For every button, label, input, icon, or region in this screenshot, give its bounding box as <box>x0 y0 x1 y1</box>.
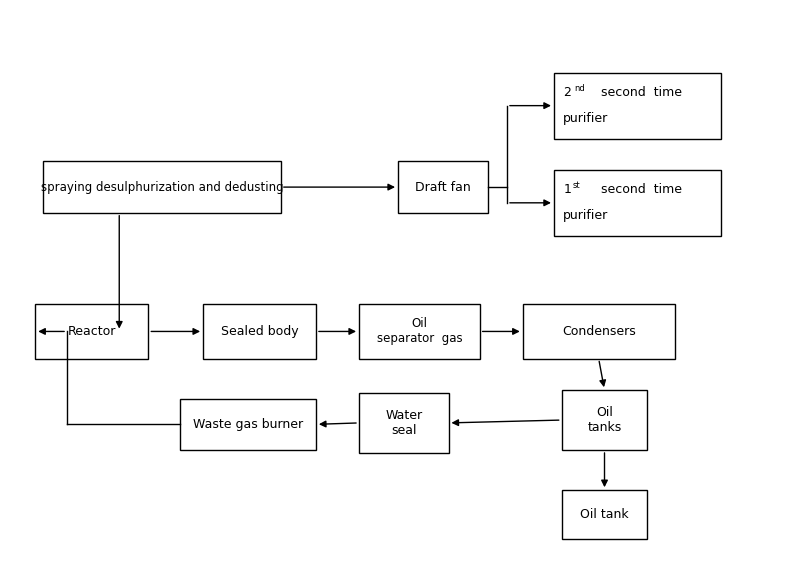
FancyBboxPatch shape <box>203 304 316 358</box>
FancyBboxPatch shape <box>522 304 675 358</box>
Text: spraying desulphurization and dedusting: spraying desulphurization and dedusting <box>41 180 284 194</box>
Text: Draft fan: Draft fan <box>414 180 470 194</box>
Text: Condensers: Condensers <box>562 325 636 338</box>
FancyBboxPatch shape <box>562 390 648 450</box>
Text: Reactor: Reactor <box>68 325 116 338</box>
Text: purifier: purifier <box>563 209 608 222</box>
Text: st: st <box>573 182 580 190</box>
Text: Water
seal: Water seal <box>385 409 422 437</box>
FancyBboxPatch shape <box>359 304 480 358</box>
Text: purifier: purifier <box>563 111 608 125</box>
Text: Waste gas burner: Waste gas burner <box>193 418 303 431</box>
FancyBboxPatch shape <box>398 161 488 213</box>
Text: second  time: second time <box>593 183 682 196</box>
Text: 1: 1 <box>563 183 571 196</box>
Text: nd: nd <box>574 84 585 93</box>
Text: Sealed body: Sealed body <box>221 325 299 338</box>
FancyBboxPatch shape <box>554 170 722 235</box>
FancyBboxPatch shape <box>359 393 448 453</box>
FancyBboxPatch shape <box>43 161 281 213</box>
Text: second  time: second time <box>593 86 682 99</box>
Text: Oil
tanks: Oil tanks <box>587 406 622 434</box>
FancyBboxPatch shape <box>180 398 316 450</box>
FancyBboxPatch shape <box>35 304 148 358</box>
FancyBboxPatch shape <box>562 490 648 539</box>
Text: 2: 2 <box>563 86 571 99</box>
Text: Oil
separator  gas: Oil separator gas <box>377 317 462 346</box>
Text: Oil tank: Oil tank <box>580 508 629 521</box>
FancyBboxPatch shape <box>554 72 722 139</box>
